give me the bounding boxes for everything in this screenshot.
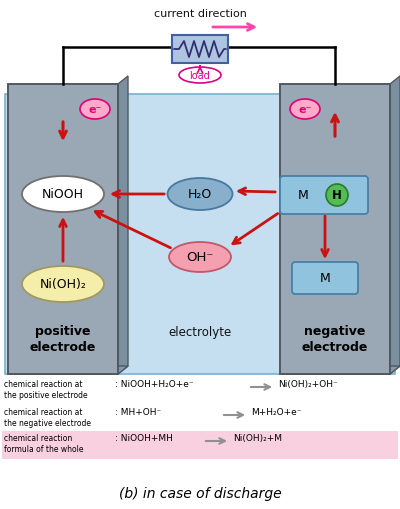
Text: chemical reaction at
the positive electrode: chemical reaction at the positive electr… [4,379,88,400]
Text: (b) in case of discharge: (b) in case of discharge [119,486,281,500]
Text: : NiOOH+MH: : NiOOH+MH [115,433,173,442]
Polygon shape [118,77,128,374]
FancyBboxPatch shape [292,263,358,294]
Text: load: load [190,71,210,81]
Bar [172,36,228,64]
Bar [2,431,398,459]
Text: negative
electrode: negative electrode [302,325,368,354]
Bar [280,85,390,374]
Ellipse shape [168,179,232,211]
Text: Ni(OH)₂+M: Ni(OH)₂+M [233,433,282,442]
Polygon shape [390,77,400,374]
Text: NiOOH: NiOOH [42,188,84,201]
Text: Ni(OH)₂: Ni(OH)₂ [40,278,86,291]
Bar [5,95,395,374]
Text: e⁻: e⁻ [88,105,102,115]
Text: : MH+OH⁻: : MH+OH⁻ [115,407,161,416]
Text: M: M [320,272,330,285]
Polygon shape [280,366,400,374]
Text: OH⁻: OH⁻ [186,251,214,264]
Text: chemical reaction
formula of the whole: chemical reaction formula of the whole [4,433,84,453]
Text: chemical reaction at
the negative electrode: chemical reaction at the negative electr… [4,407,91,427]
Ellipse shape [169,242,231,272]
Ellipse shape [326,185,348,207]
Text: H: H [332,189,342,202]
Text: M: M [298,189,308,202]
Polygon shape [8,366,128,374]
FancyBboxPatch shape [280,177,368,215]
Text: e⁻: e⁻ [298,105,312,115]
Text: Ni(OH)₂+OH⁻: Ni(OH)₂+OH⁻ [278,379,338,388]
Bar [8,85,118,374]
Ellipse shape [80,100,110,120]
Ellipse shape [290,100,320,120]
Text: : NiOOH+H₂O+e⁻: : NiOOH+H₂O+e⁻ [115,379,194,388]
Text: H₂O: H₂O [188,188,212,201]
Text: electrolyte: electrolyte [168,326,232,339]
Text: positive
electrode: positive electrode [30,325,96,354]
Ellipse shape [179,68,221,84]
Text: M+H₂O+e⁻: M+H₂O+e⁻ [251,407,302,416]
Ellipse shape [22,177,104,213]
Text: current direction: current direction [154,9,246,19]
Ellipse shape [22,267,104,302]
